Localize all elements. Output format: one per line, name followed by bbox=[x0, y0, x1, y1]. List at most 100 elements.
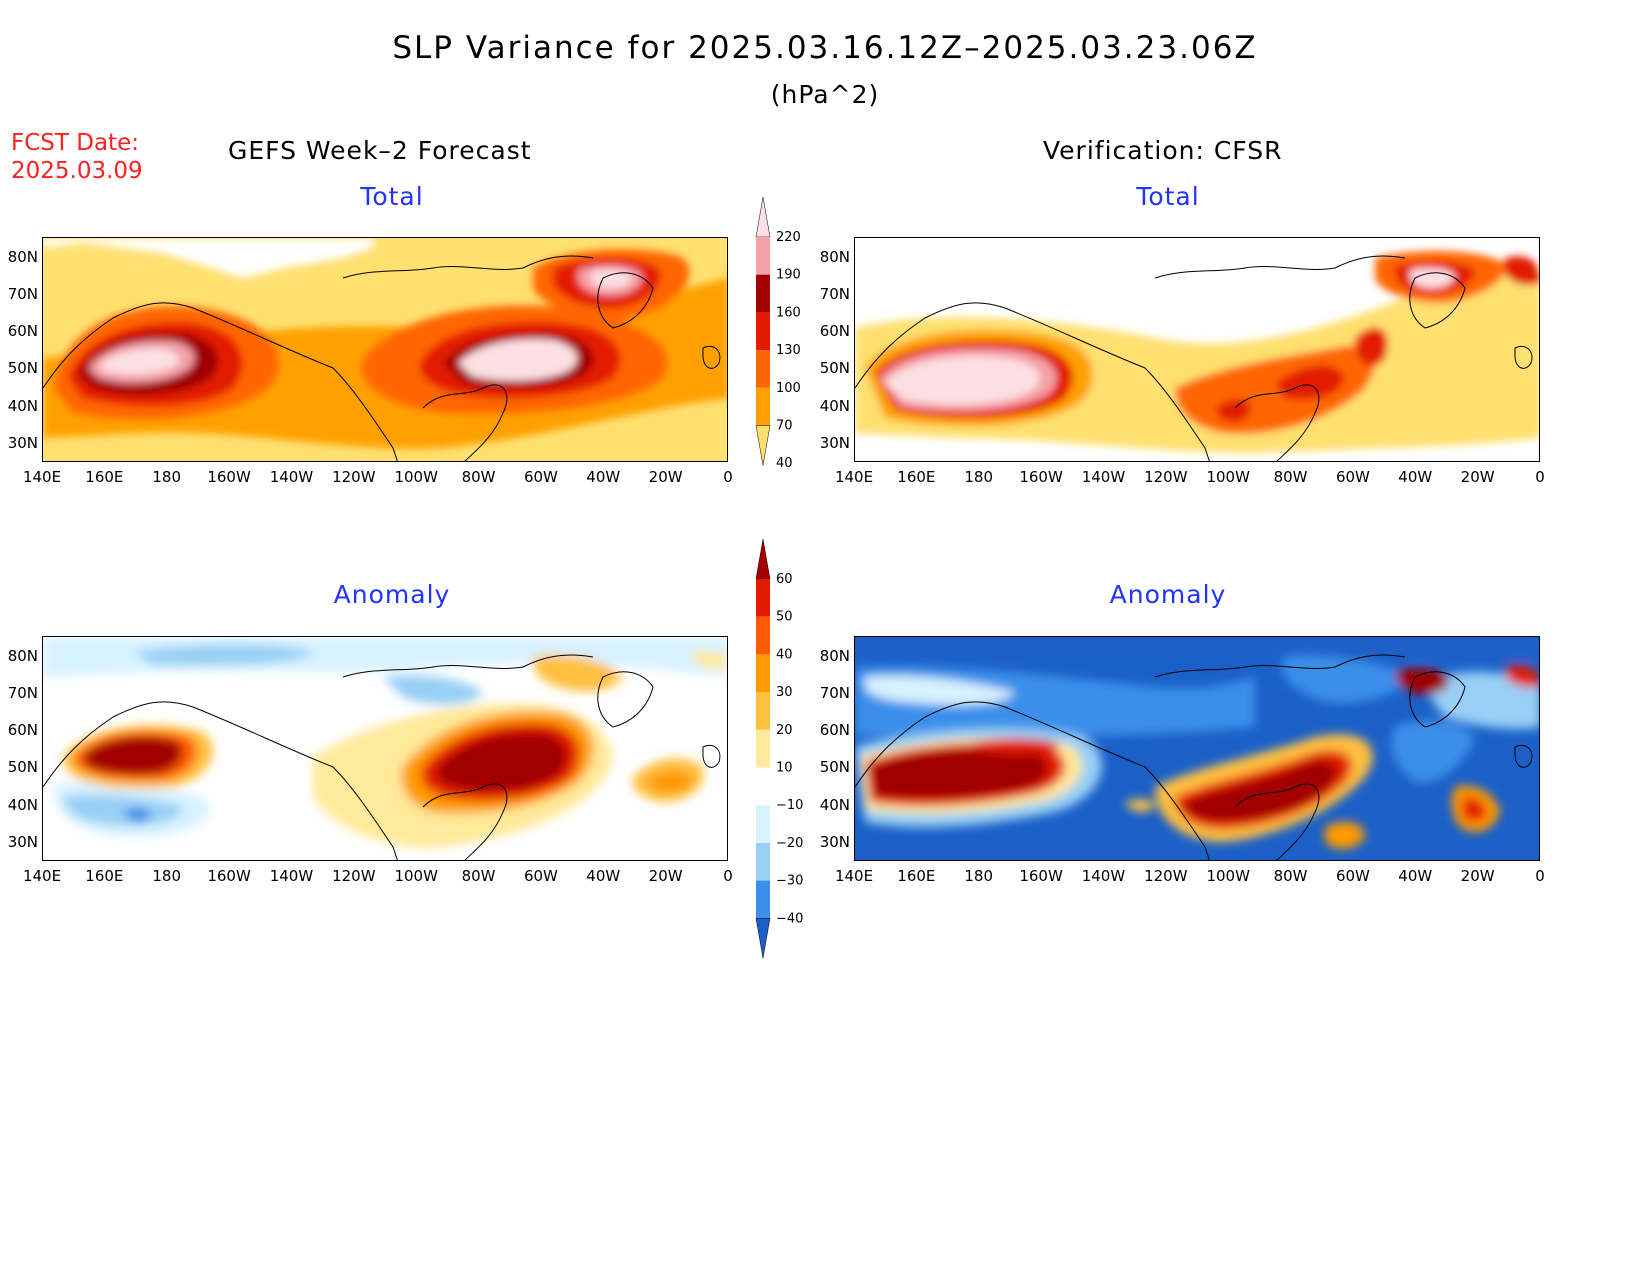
fcst-date-label: FCST Date: bbox=[11, 130, 139, 156]
lon-tick-label: 180 bbox=[152, 867, 182, 885]
lon-tick-label: 160E bbox=[897, 468, 936, 486]
verification-anomaly-field bbox=[855, 637, 1539, 860]
lon-tick-label: 20W bbox=[648, 867, 683, 885]
colorbar-segment bbox=[756, 579, 770, 617]
lat-tick-label: 50N bbox=[819, 359, 850, 377]
colorbar-level-label: 60 bbox=[776, 572, 793, 587]
lat-tick-label: 70N bbox=[7, 285, 38, 303]
map-panel-forecast-anomaly bbox=[42, 636, 728, 861]
lon-tick-label: 140W bbox=[1081, 867, 1126, 885]
colorbar-top-arrow bbox=[755, 196, 771, 238]
lon-tick-label: 60W bbox=[523, 468, 558, 486]
lon-tick-label: 0 bbox=[723, 867, 733, 885]
colorbar-segment bbox=[756, 729, 770, 768]
right-header: Verification: CFSR bbox=[1043, 136, 1283, 165]
lon-tick-label: 140W bbox=[1081, 468, 1126, 486]
lon-tick-label: 140E bbox=[834, 867, 874, 885]
total-colorbar: 220 190 160 130 100 70 40 bbox=[755, 196, 801, 471]
lat-tick-label: 80N bbox=[819, 647, 850, 665]
lon-tick-label: 120W bbox=[1144, 468, 1188, 486]
colorbar-level-label: 40 bbox=[776, 456, 793, 471]
anomaly-colorbar: 60 50 40 30 20 10 −10 −20 −30 −40 bbox=[755, 538, 803, 959]
lon-tick-label: 140E bbox=[22, 867, 62, 885]
lon-tick-label: 40W bbox=[586, 867, 621, 885]
lon-tick-label: 100W bbox=[1206, 867, 1250, 885]
tl-subtitle: Total bbox=[360, 182, 424, 211]
lon-tick-label: 100W bbox=[394, 867, 438, 885]
lon-tick-label: 140E bbox=[22, 468, 62, 486]
lon-tick-label: 60W bbox=[523, 867, 558, 885]
lon-tick-label: 40W bbox=[1398, 468, 1433, 486]
lon-tick-label: 160E bbox=[85, 867, 124, 885]
colorbar-level-label: 220 bbox=[776, 230, 801, 245]
lon-tick-label: 0 bbox=[723, 468, 733, 486]
lat-tick-label: 70N bbox=[7, 684, 38, 702]
lon-tick-label: 120W bbox=[1144, 867, 1188, 885]
lon-tick-label: 80W bbox=[461, 468, 496, 486]
lat-tick-label: 80N bbox=[7, 248, 38, 266]
colorbar-top-arrow bbox=[755, 538, 771, 580]
lat-tick-label: 30N bbox=[819, 833, 850, 851]
lon-tick-label: 160E bbox=[85, 468, 124, 486]
lat-tick-label: 60N bbox=[819, 721, 850, 739]
colorbar-segment bbox=[756, 312, 770, 351]
forecast-total-field bbox=[43, 238, 727, 461]
lon-tick-label: 120W bbox=[332, 867, 376, 885]
lat-tick-label: 30N bbox=[819, 434, 850, 452]
lon-tick-label: 20W bbox=[1460, 867, 1495, 885]
tr-subtitle: Total bbox=[1136, 182, 1200, 211]
lon-tick-label: 160W bbox=[1019, 867, 1063, 885]
colorbar-bottom-arrow bbox=[755, 918, 771, 959]
main-title: SLP Variance for 2025.03.16.12Z–2025.03.… bbox=[392, 30, 1258, 66]
lat-tick-label: 70N bbox=[819, 285, 850, 303]
lat-tick-label: 50N bbox=[7, 359, 38, 377]
colorbar-level-label: 10 bbox=[776, 761, 793, 776]
colorbar-level-label: 40 bbox=[776, 647, 793, 662]
map-panel-verification-total bbox=[854, 237, 1540, 462]
lon-tick-label: 180 bbox=[964, 867, 994, 885]
lon-tick-label: 160E bbox=[897, 867, 936, 885]
lon-tick-label: 160W bbox=[207, 468, 251, 486]
colorbar-level-label: 70 bbox=[776, 419, 793, 434]
colorbar-segment bbox=[756, 654, 770, 693]
lon-tick-label: 20W bbox=[648, 468, 683, 486]
colorbar-level-label: 160 bbox=[776, 305, 801, 320]
colorbar-level-label: −20 bbox=[776, 836, 803, 851]
colorbar-segment bbox=[756, 387, 770, 426]
lat-tick-label: 70N bbox=[819, 684, 850, 702]
lat-tick-label: 80N bbox=[819, 248, 850, 266]
lon-tick-label: 140E bbox=[834, 468, 874, 486]
colorbar-level-label: 30 bbox=[776, 685, 793, 700]
lat-tick-label: 60N bbox=[7, 322, 38, 340]
colorbar-segment bbox=[756, 616, 770, 655]
lon-tick-label: 20W bbox=[1460, 468, 1495, 486]
units-label: (hPa^2) bbox=[770, 80, 880, 109]
colorbar-level-label: −30 bbox=[776, 874, 803, 889]
lat-tick-label: 60N bbox=[819, 322, 850, 340]
colorbar-bottom-arrow bbox=[755, 425, 771, 466]
lat-tick-label: 30N bbox=[7, 833, 38, 851]
lat-tick-label: 40N bbox=[819, 796, 850, 814]
bl-subtitle: Anomaly bbox=[333, 580, 451, 609]
colorbar-segment bbox=[756, 350, 770, 388]
colorbar-level-label: −40 bbox=[776, 911, 803, 926]
colorbar-segment bbox=[756, 842, 770, 881]
colorbar-segment bbox=[756, 274, 770, 313]
lat-tick-label: 80N bbox=[7, 647, 38, 665]
map-panel-forecast-total bbox=[42, 237, 728, 462]
lon-tick-label: 140W bbox=[269, 468, 314, 486]
colorbar-level-label: 190 bbox=[776, 268, 801, 283]
colorbar-level-label: 130 bbox=[776, 343, 801, 358]
lon-tick-label: 80W bbox=[461, 867, 496, 885]
lat-tick-label: 60N bbox=[7, 721, 38, 739]
lon-tick-label: 60W bbox=[1335, 468, 1370, 486]
lon-tick-label: 80W bbox=[1273, 468, 1308, 486]
colorbar-segment bbox=[756, 880, 770, 919]
verification-total-field bbox=[855, 238, 1539, 461]
lon-tick-label: 80W bbox=[1273, 867, 1308, 885]
colorbar-segment bbox=[756, 805, 770, 843]
colorbar-level-label: 20 bbox=[776, 723, 793, 738]
br-subtitle: Anomaly bbox=[1109, 580, 1227, 609]
lon-tick-label: 0 bbox=[1535, 867, 1545, 885]
lat-tick-label: 40N bbox=[819, 397, 850, 415]
